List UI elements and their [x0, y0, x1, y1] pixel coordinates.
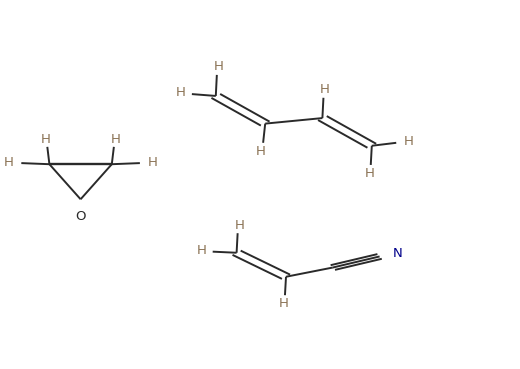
Text: H: H	[235, 218, 244, 232]
Text: H: H	[214, 60, 223, 73]
Text: H: H	[279, 297, 288, 310]
Text: H: H	[256, 145, 266, 158]
Text: H: H	[320, 83, 330, 96]
Text: N: N	[393, 247, 402, 260]
Text: H: H	[148, 156, 157, 169]
Text: O: O	[75, 210, 86, 224]
Text: H: H	[111, 132, 121, 146]
Text: H: H	[4, 156, 14, 169]
Text: H: H	[404, 135, 413, 148]
Text: H: H	[365, 167, 374, 180]
Text: H: H	[176, 86, 185, 100]
Text: H: H	[197, 244, 206, 258]
Text: H: H	[41, 132, 50, 146]
